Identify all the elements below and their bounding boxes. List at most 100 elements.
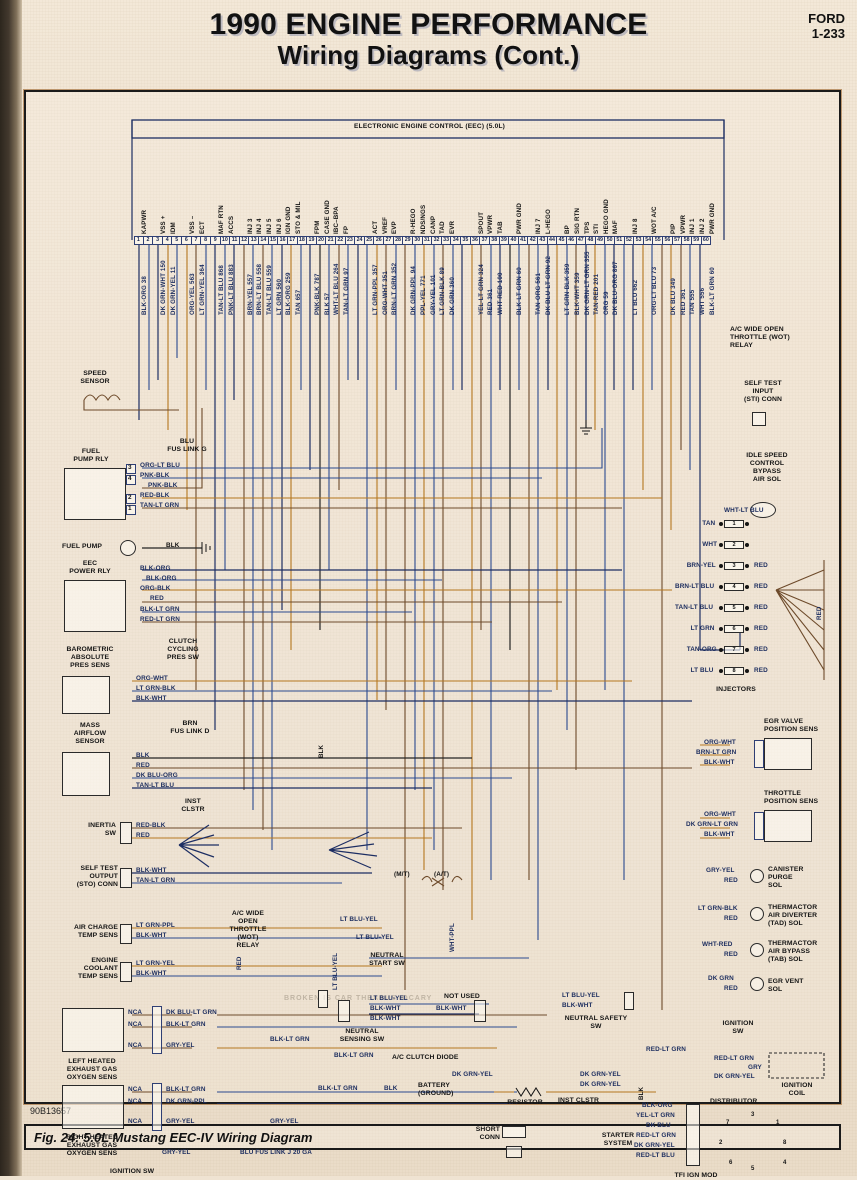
sti-conn-box [752,412,766,426]
eec-pin-wire-56: DK BLU 349 [670,278,678,315]
injector-1-left-node [719,522,723,526]
eec-pin-16[interactable]: 16 [278,236,288,245]
wire-wht-ppl: WHT-PPL [449,923,456,952]
eec-pin-29[interactable]: 29 [403,236,413,245]
component-ect-sensor: ENGINE COOLANT TEMP SENS [77,957,118,981]
eec-pin-55[interactable]: 55 [653,236,664,245]
eec-pin-23[interactable]: 23 [346,236,356,245]
eec-pin-38[interactable]: 38 [490,236,500,245]
eec-pin-30[interactable]: 30 [413,236,423,245]
eec-pin-25[interactable]: 25 [365,236,375,245]
fuel-pump-relay-box [64,468,126,520]
eec-pin-wire-43: DK BLU-LT GRN 92 [545,255,553,315]
eec-pin-22[interactable]: 22 [336,236,346,245]
fp-term-4-num: 4 [128,475,132,482]
eec-pin-15[interactable]: 15 [269,236,279,245]
injector-8-wire-right: RED [754,667,768,674]
eec-pin-44[interactable]: 44 [548,236,558,245]
fp-relay-term-3 [126,464,136,474]
eec-pin-35[interactable]: 35 [461,236,471,245]
eec-pin-27[interactable]: 27 [384,236,394,245]
eec-pin-46[interactable]: 46 [567,236,577,245]
eec-pin-18[interactable]: 18 [298,236,308,245]
eec-pin-11[interactable]: 11 [230,236,240,245]
eec-pin-12[interactable]: 12 [240,236,250,245]
eec-pin-function-9: MAF RTN [217,205,225,234]
eec-pin-10[interactable]: 10 [221,236,231,245]
wire-blk-org-1: BLK-ORG [140,565,171,572]
eec-pin-32[interactable]: 32 [432,236,442,245]
left-hego-nca-1: NCA [128,1009,143,1016]
eec-pin-function-21: IBC–BPA [333,206,341,234]
eec-pin-54[interactable]: 54 [644,236,654,245]
eec-pin-21[interactable]: 21 [326,236,336,245]
eec-pin-6[interactable]: 6 [182,236,192,245]
left-hego-nca-3: NCA [128,1042,143,1049]
eec-pin-7[interactable]: 7 [192,236,202,245]
eec-pin-function-36: SPOUT [477,211,485,234]
eec-pin-53[interactable]: 53 [634,236,644,245]
wire-red-lt-grn-ign1: RED-LT GRN [646,1046,686,1053]
eec-pin-50[interactable]: 50 [605,236,615,245]
eec-pin-17[interactable]: 17 [288,236,298,245]
eec-pin-wire-22: TAN-LT GRN 97 [343,267,351,315]
ghost-text: BROKEN IS CAR THEABUS IDCARY [284,995,433,1002]
eec-pin-26[interactable]: 26 [375,236,385,245]
label-canister-purge-sol: CANISTER PURGE SOL [768,866,804,890]
eec-pin-51[interactable]: 51 [615,236,625,245]
eec-pin-36[interactable]: 36 [471,236,481,245]
eec-pin-40[interactable]: 40 [509,236,519,245]
wire-blk-wht-ns2: BLK-WHT [370,1015,401,1022]
wire-red-lt-blu-tfi: RED-LT BLU [636,1152,675,1159]
label-battery-ground: BATTERY (GROUND) [418,1082,454,1098]
eec-pin-9[interactable]: 9 [211,236,221,245]
wire-dk-grn-egrvent: DK GRN [708,975,734,982]
eec-pin-24[interactable]: 24 [355,236,365,245]
eec-pin-60[interactable]: 60 [702,236,712,245]
eec-pin-42[interactable]: 42 [528,236,539,245]
eec-pin-52[interactable]: 52 [625,236,635,245]
eec-pin-59[interactable]: 59 [692,236,702,245]
eec-pin-4[interactable]: 4 [163,236,173,245]
component-ignition-sw-bottom: IGNITION SW [110,1168,155,1175]
component-left-hego: LEFT HEATED EXHAUST GAS OXYGEN SENS [66,1058,118,1082]
eec-pin-20[interactable]: 20 [317,236,327,245]
eec-pin-58[interactable]: 58 [682,236,692,245]
distributor-cap-pin-6: 6 [729,1160,733,1166]
fp-relay-term-2 [126,494,136,504]
eec-pin-39[interactable]: 39 [500,236,510,245]
wire-dk-grn-ppl-rh: DK GRN-PPL [166,1098,207,1105]
fp-term-3-num: 3 [128,464,132,471]
publisher-name: FORD [808,11,845,26]
eec-pin-28[interactable]: 28 [394,236,404,245]
eec-pin-49[interactable]: 49 [596,236,606,245]
injector-3: 3 [724,562,744,570]
wire-org-wht-tps: ORG-WHT [704,811,736,818]
eec-pin-34[interactable]: 34 [451,236,462,245]
eec-pin-function-45: BP [564,225,572,234]
eec-pin-33[interactable]: 33 [442,236,452,245]
eec-pin-45[interactable]: 45 [557,236,567,245]
sto-conn-box [120,868,132,888]
eec-pin-31[interactable]: 31 [423,236,433,245]
eec-pin-47[interactable]: 47 [577,236,587,245]
right-hego-nca-1: NCA [128,1086,143,1093]
wire-dk-blu-tfi: DK BLU [646,1122,671,1129]
eec-pin-3[interactable]: 3 [153,236,163,245]
eec-pin-8[interactable]: 8 [201,236,211,245]
eec-pin-2[interactable]: 2 [144,236,154,245]
eec-pin-19[interactable]: 19 [307,236,317,245]
eec-pin-5[interactable]: 5 [172,236,183,245]
wire-dk-grn-lt-grn-tps: DK GRN-LT GRN [686,821,738,828]
eec-pin-56[interactable]: 56 [663,236,673,245]
eec-pin-48[interactable]: 48 [586,236,596,245]
eec-pin-1[interactable]: 1 [134,236,144,245]
eec-pin-14[interactable]: 14 [259,236,269,245]
eec-pin-13[interactable]: 13 [249,236,260,245]
eec-pin-37[interactable]: 37 [480,236,490,245]
wire-org-lt-blu: ORG-LT BLU [140,462,180,469]
eec-pin-43[interactable]: 43 [538,236,548,245]
eec-pin-57[interactable]: 57 [673,236,683,245]
eec-pin-wire-31: GRY-YEL 101 [429,274,437,315]
eec-pin-41[interactable]: 41 [519,236,529,245]
